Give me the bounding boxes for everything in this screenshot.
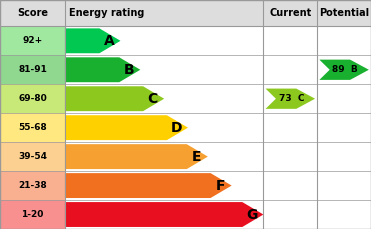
Bar: [0, 26, 65, 55]
Polygon shape: [65, 115, 188, 140]
Text: B: B: [124, 63, 134, 77]
Text: Potential: Potential: [319, 8, 369, 18]
Text: 1-20: 1-20: [21, 210, 44, 219]
Bar: [0, 171, 65, 200]
Bar: [0, 142, 65, 171]
Text: 92+: 92+: [22, 36, 43, 45]
Bar: [0, 113, 65, 142]
Text: 73  C: 73 C: [279, 94, 304, 103]
Text: D: D: [171, 121, 182, 135]
Text: Score: Score: [17, 8, 48, 18]
Text: Energy rating: Energy rating: [69, 8, 144, 18]
Polygon shape: [65, 173, 232, 198]
Text: F: F: [215, 179, 225, 193]
Text: 55-68: 55-68: [18, 123, 47, 132]
Polygon shape: [65, 202, 263, 227]
Polygon shape: [65, 86, 164, 111]
Text: 89  B: 89 B: [332, 65, 358, 74]
Text: C: C: [147, 92, 158, 106]
Bar: [0, 0, 371, 26]
Polygon shape: [65, 57, 140, 82]
Bar: [0, 200, 65, 229]
Polygon shape: [65, 144, 208, 169]
Polygon shape: [319, 60, 369, 80]
Text: E: E: [191, 150, 201, 164]
Text: G: G: [246, 207, 257, 221]
Text: 69-80: 69-80: [18, 94, 47, 103]
Bar: [0, 84, 65, 113]
Text: Current: Current: [269, 8, 311, 18]
Polygon shape: [65, 28, 121, 53]
Text: 39-54: 39-54: [18, 152, 47, 161]
Text: 21-38: 21-38: [18, 181, 47, 190]
Polygon shape: [266, 89, 315, 109]
Text: 81-91: 81-91: [18, 65, 47, 74]
Bar: [0, 55, 65, 84]
Text: A: A: [104, 34, 114, 48]
